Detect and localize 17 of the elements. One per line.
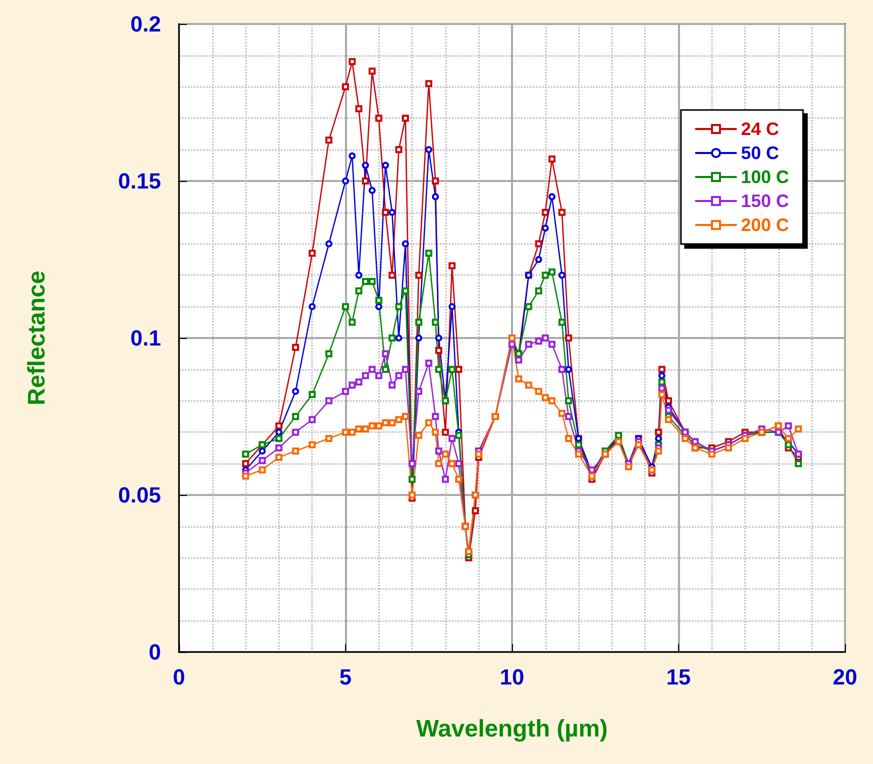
x-tick-label: 10: [500, 664, 524, 690]
x-tick-label: 15: [666, 664, 691, 690]
y-tick-label: 0.05: [118, 482, 161, 508]
x-tick-label: 20: [832, 664, 858, 690]
legend-label: 50 C: [740, 143, 779, 163]
y-tick-label: 0.15: [118, 168, 161, 194]
y-tick-label: 0: [148, 640, 161, 664]
y-tick-label: 0.1: [130, 326, 161, 350]
legend-label: 100 C: [740, 167, 790, 187]
y-tick-label: 0.2: [130, 12, 161, 36]
x-tick-label: 0: [172, 664, 186, 690]
y-axis-title: Reflectance: [24, 270, 50, 406]
legend-label: 200 C: [740, 215, 790, 235]
legend-label: 24 C: [740, 119, 779, 139]
legend-label: 150 C: [740, 191, 790, 211]
x-tick-label: 5: [339, 664, 352, 690]
x-axis-title: Wavelength (µm): [416, 716, 608, 742]
